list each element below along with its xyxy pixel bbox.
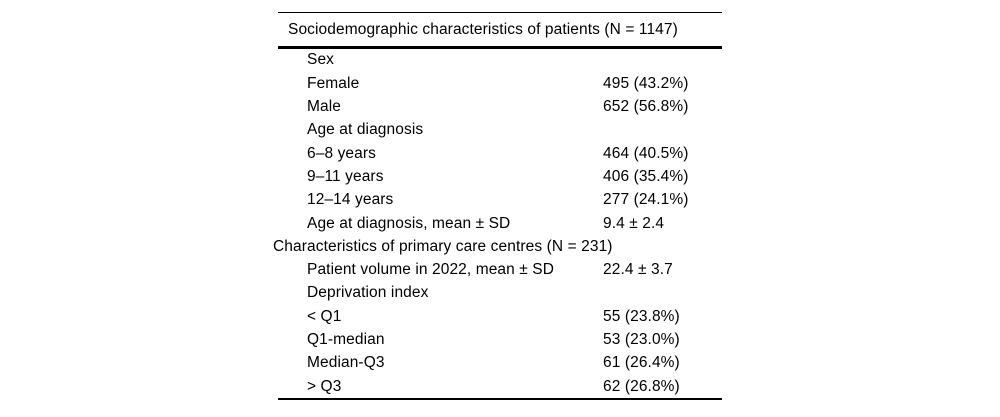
row-value: 53 (23.0%) [603,330,680,348]
characteristics-table: Sociodemographic characteristics of pati… [273,12,722,401]
table-row: Age at diagnosis [278,119,722,142]
row-label: < Q1 [307,307,342,325]
table-top-rule [278,12,722,14]
row-label: Sex [307,51,335,69]
table-row: Median-Q3 61 (26.4%) [278,352,722,375]
table-row: Characteristics of primary care centres … [273,235,722,258]
row-label: Age at diagnosis [307,121,424,139]
row-value: 652 (56.8%) [603,98,689,116]
row-value: 277 (24.1%) [603,191,689,209]
row-value: 464 (40.5%) [603,144,689,162]
row-value: 22.4 ± 3.7 [603,261,673,279]
row-label: 12–14 years [307,191,394,209]
table-row: 6–8 years 464 (40.5%) [278,142,722,165]
table-row: Deprivation index [278,282,722,305]
table-row: Age at diagnosis, mean ± SD 9.4 ± 2.4 [278,212,722,235]
table-body: Sex Female 495 (43.2%) Male 652 (56.8%) … [273,49,722,398]
row-label: Characteristics of primary care centres … [273,237,613,255]
row-label: Age at diagnosis, mean ± SD [307,214,511,232]
row-label: 9–11 years [307,167,384,185]
row-label: Female [307,74,360,92]
table-row: Sex [278,49,722,72]
table-row: Female 495 (43.2%) [278,72,722,95]
table-row: 9–11 years 406 (35.4%) [278,165,722,188]
row-value: 62 (26.8%) [603,377,680,395]
row-value: 406 (35.4%) [603,167,689,185]
table-row: 12–14 years 277 (24.1%) [278,189,722,212]
row-value: 9.4 ± 2.4 [603,214,665,232]
row-label: Q1-median [307,330,385,348]
row-label: Patient volume in 2022, mean ± SD [307,261,555,279]
row-label: > Q3 [307,377,342,395]
row-label: Male [307,98,341,116]
table-header-rule [278,46,722,49]
row-label: 6–8 years [307,144,376,162]
row-value: 495 (43.2%) [603,74,689,92]
table-row: Patient volume in 2022, mean ± SD 22.4 ±… [278,258,722,281]
table-row: < Q1 55 (23.8%) [278,305,722,328]
row-label: Deprivation index [307,284,429,302]
table-row: > Q3 62 (26.8%) [278,375,722,398]
table-row: Q1-median 53 (23.0%) [278,328,722,351]
table-bottom-rule [278,398,722,401]
row-value: 61 (26.4%) [603,354,680,372]
table-title: Sociodemographic characteristics of pati… [288,20,678,38]
table-row: Male 652 (56.8%) [278,95,722,118]
row-value: 55 (23.8%) [603,307,680,325]
row-label: Median-Q3 [307,354,385,372]
